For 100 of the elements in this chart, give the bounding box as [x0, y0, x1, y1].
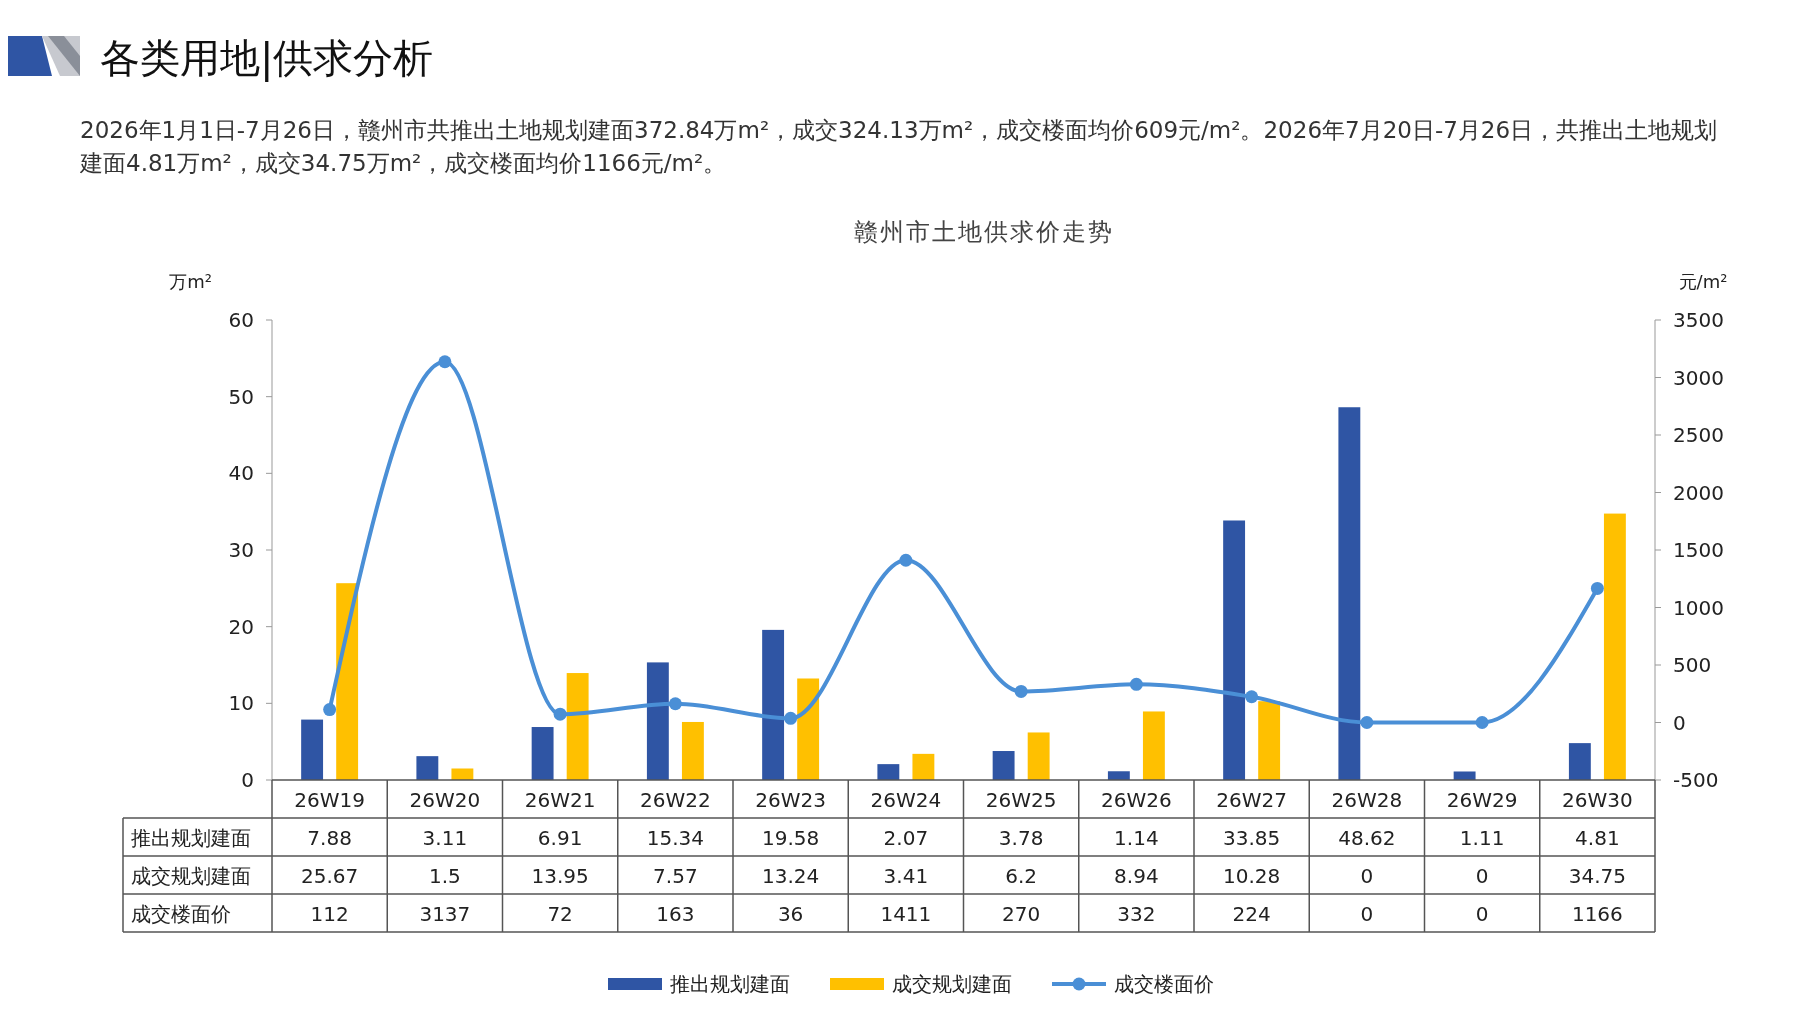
data-label: 4.81	[1575, 825, 1620, 850]
data-label: 112	[310, 901, 349, 926]
chart-title: 赣州市土地供求价走势	[853, 218, 1114, 246]
legend-label: 成交楼面价	[1114, 972, 1214, 996]
legend-label: 推出规划建面	[670, 972, 790, 996]
x-tick-label: 26W26	[1101, 787, 1172, 812]
x-tick-label: 26W23	[755, 787, 826, 812]
data-label: 163	[656, 901, 695, 926]
point	[899, 553, 913, 567]
bar	[1603, 513, 1626, 780]
data-label: 15.34	[646, 825, 705, 850]
point	[323, 703, 337, 717]
y2-tick-label: 1500	[1673, 538, 1724, 562]
data-label: 7.57	[653, 863, 698, 888]
y2-axis-title: 元/m²	[1678, 271, 1728, 292]
x-tick-label: 26W21	[524, 787, 596, 812]
y-tick-label: 30	[228, 538, 254, 562]
data-label: 13.95	[531, 863, 589, 888]
data-label: 0	[1360, 863, 1374, 888]
bar	[566, 673, 589, 780]
bar	[1258, 701, 1281, 780]
data-label: 2.07	[883, 825, 929, 850]
bar	[1027, 732, 1050, 780]
y-tick-label: 0	[241, 768, 254, 792]
text: 各类用地|供求分析	[100, 35, 434, 82]
y-tick-label: 40	[228, 461, 254, 486]
y2-tick-label: 2500	[1673, 423, 1724, 447]
data-label: 3137	[419, 901, 471, 926]
point	[438, 355, 452, 369]
bar	[1107, 771, 1130, 780]
data-label: 7.88	[307, 825, 352, 850]
x-tick-label: 26W27	[1216, 787, 1287, 812]
bar	[336, 583, 359, 780]
y-tick-label: 50	[228, 384, 254, 409]
x-tick-label: 26W24	[870, 787, 942, 812]
data-label: 1411	[880, 901, 932, 926]
text: 推出规划建面	[131, 825, 251, 850]
point	[1360, 716, 1374, 729]
data-label: 8.94	[1114, 863, 1159, 888]
bar	[877, 764, 900, 780]
data-label: 3.41	[883, 863, 929, 888]
y2-tick-label: 0	[1673, 710, 1686, 735]
data-label: 25.67	[300, 863, 359, 888]
bar	[762, 629, 785, 780]
data-label: 48.62	[1338, 825, 1396, 850]
y2-tick-label: 1000	[1673, 595, 1724, 620]
x-tick-label: 26W28	[1331, 787, 1403, 812]
y-tick-label: 60	[228, 308, 254, 332]
y2-tick-label: 500	[1673, 653, 1712, 677]
data-label: 34.75	[1568, 863, 1627, 888]
data-label: 0	[1475, 901, 1489, 926]
chart-subtitle: 2026年1月1日-7月26日，赣州市共推出土地规划建面372.84万m²，成交324.13万m²，成交楼面均价609元/m²。2026年7月20日-7月26日，共推出土地规划建面4.81万m²，成交34.75万m²，成交楼面均价1166元/m²。	[80, 116, 1719, 178]
data-label: 0	[1360, 901, 1374, 926]
data-label: 1.14	[1114, 825, 1159, 850]
bar	[912, 753, 935, 780]
point	[784, 711, 798, 725]
bar	[1568, 743, 1591, 780]
bar	[1453, 771, 1476, 780]
data-label: 3.11	[422, 825, 468, 850]
y2-tick-label: 3500	[1673, 308, 1724, 332]
data-label: 270	[1002, 901, 1041, 926]
y2-tick-label: 2000	[1673, 480, 1724, 505]
x-tick-label: 26W29	[1446, 787, 1518, 812]
point	[1014, 684, 1028, 698]
bar	[797, 678, 820, 780]
y2-tick-label: 3000	[1673, 365, 1724, 390]
x-tick-label: 26W20	[409, 787, 481, 812]
text: 成交规划建面	[131, 863, 251, 888]
point	[553, 707, 567, 721]
bar	[416, 756, 439, 780]
data-label: 36	[777, 901, 804, 926]
y-tick-label: 10	[228, 691, 254, 716]
data-label: 33.85	[1222, 825, 1281, 850]
x-tick-label: 26W25	[985, 787, 1057, 812]
bar	[1338, 407, 1361, 780]
data-label: 332	[1117, 901, 1156, 926]
data-label: 13.24	[761, 863, 820, 888]
y-tick-label: 20	[228, 614, 254, 639]
point	[1129, 677, 1143, 691]
point	[1590, 581, 1604, 595]
point	[668, 697, 682, 711]
data-label: 224	[1232, 901, 1271, 926]
bar	[992, 751, 1015, 780]
bar	[301, 719, 324, 780]
y-axis-title: 万m²	[169, 271, 212, 292]
data-label: 1.5	[428, 863, 461, 888]
legend-label: 成交规划建面	[892, 972, 1012, 996]
x-tick-label: 26W30	[1562, 787, 1633, 812]
bar	[1223, 520, 1246, 780]
y2-tick-label: -500	[1673, 768, 1719, 792]
data-label: 72	[547, 901, 573, 926]
data-label: 6.91	[537, 825, 583, 850]
bar	[1142, 711, 1165, 780]
data-label: 10.28	[1222, 863, 1281, 888]
data-label: 3.78	[998, 825, 1044, 850]
data-label: 1166	[1571, 901, 1623, 926]
data-label: 19.58	[761, 825, 820, 850]
data-label: 0	[1475, 863, 1489, 888]
x-tick-label: 26W22	[640, 787, 711, 812]
x-tick-label: 26W19	[294, 787, 365, 812]
